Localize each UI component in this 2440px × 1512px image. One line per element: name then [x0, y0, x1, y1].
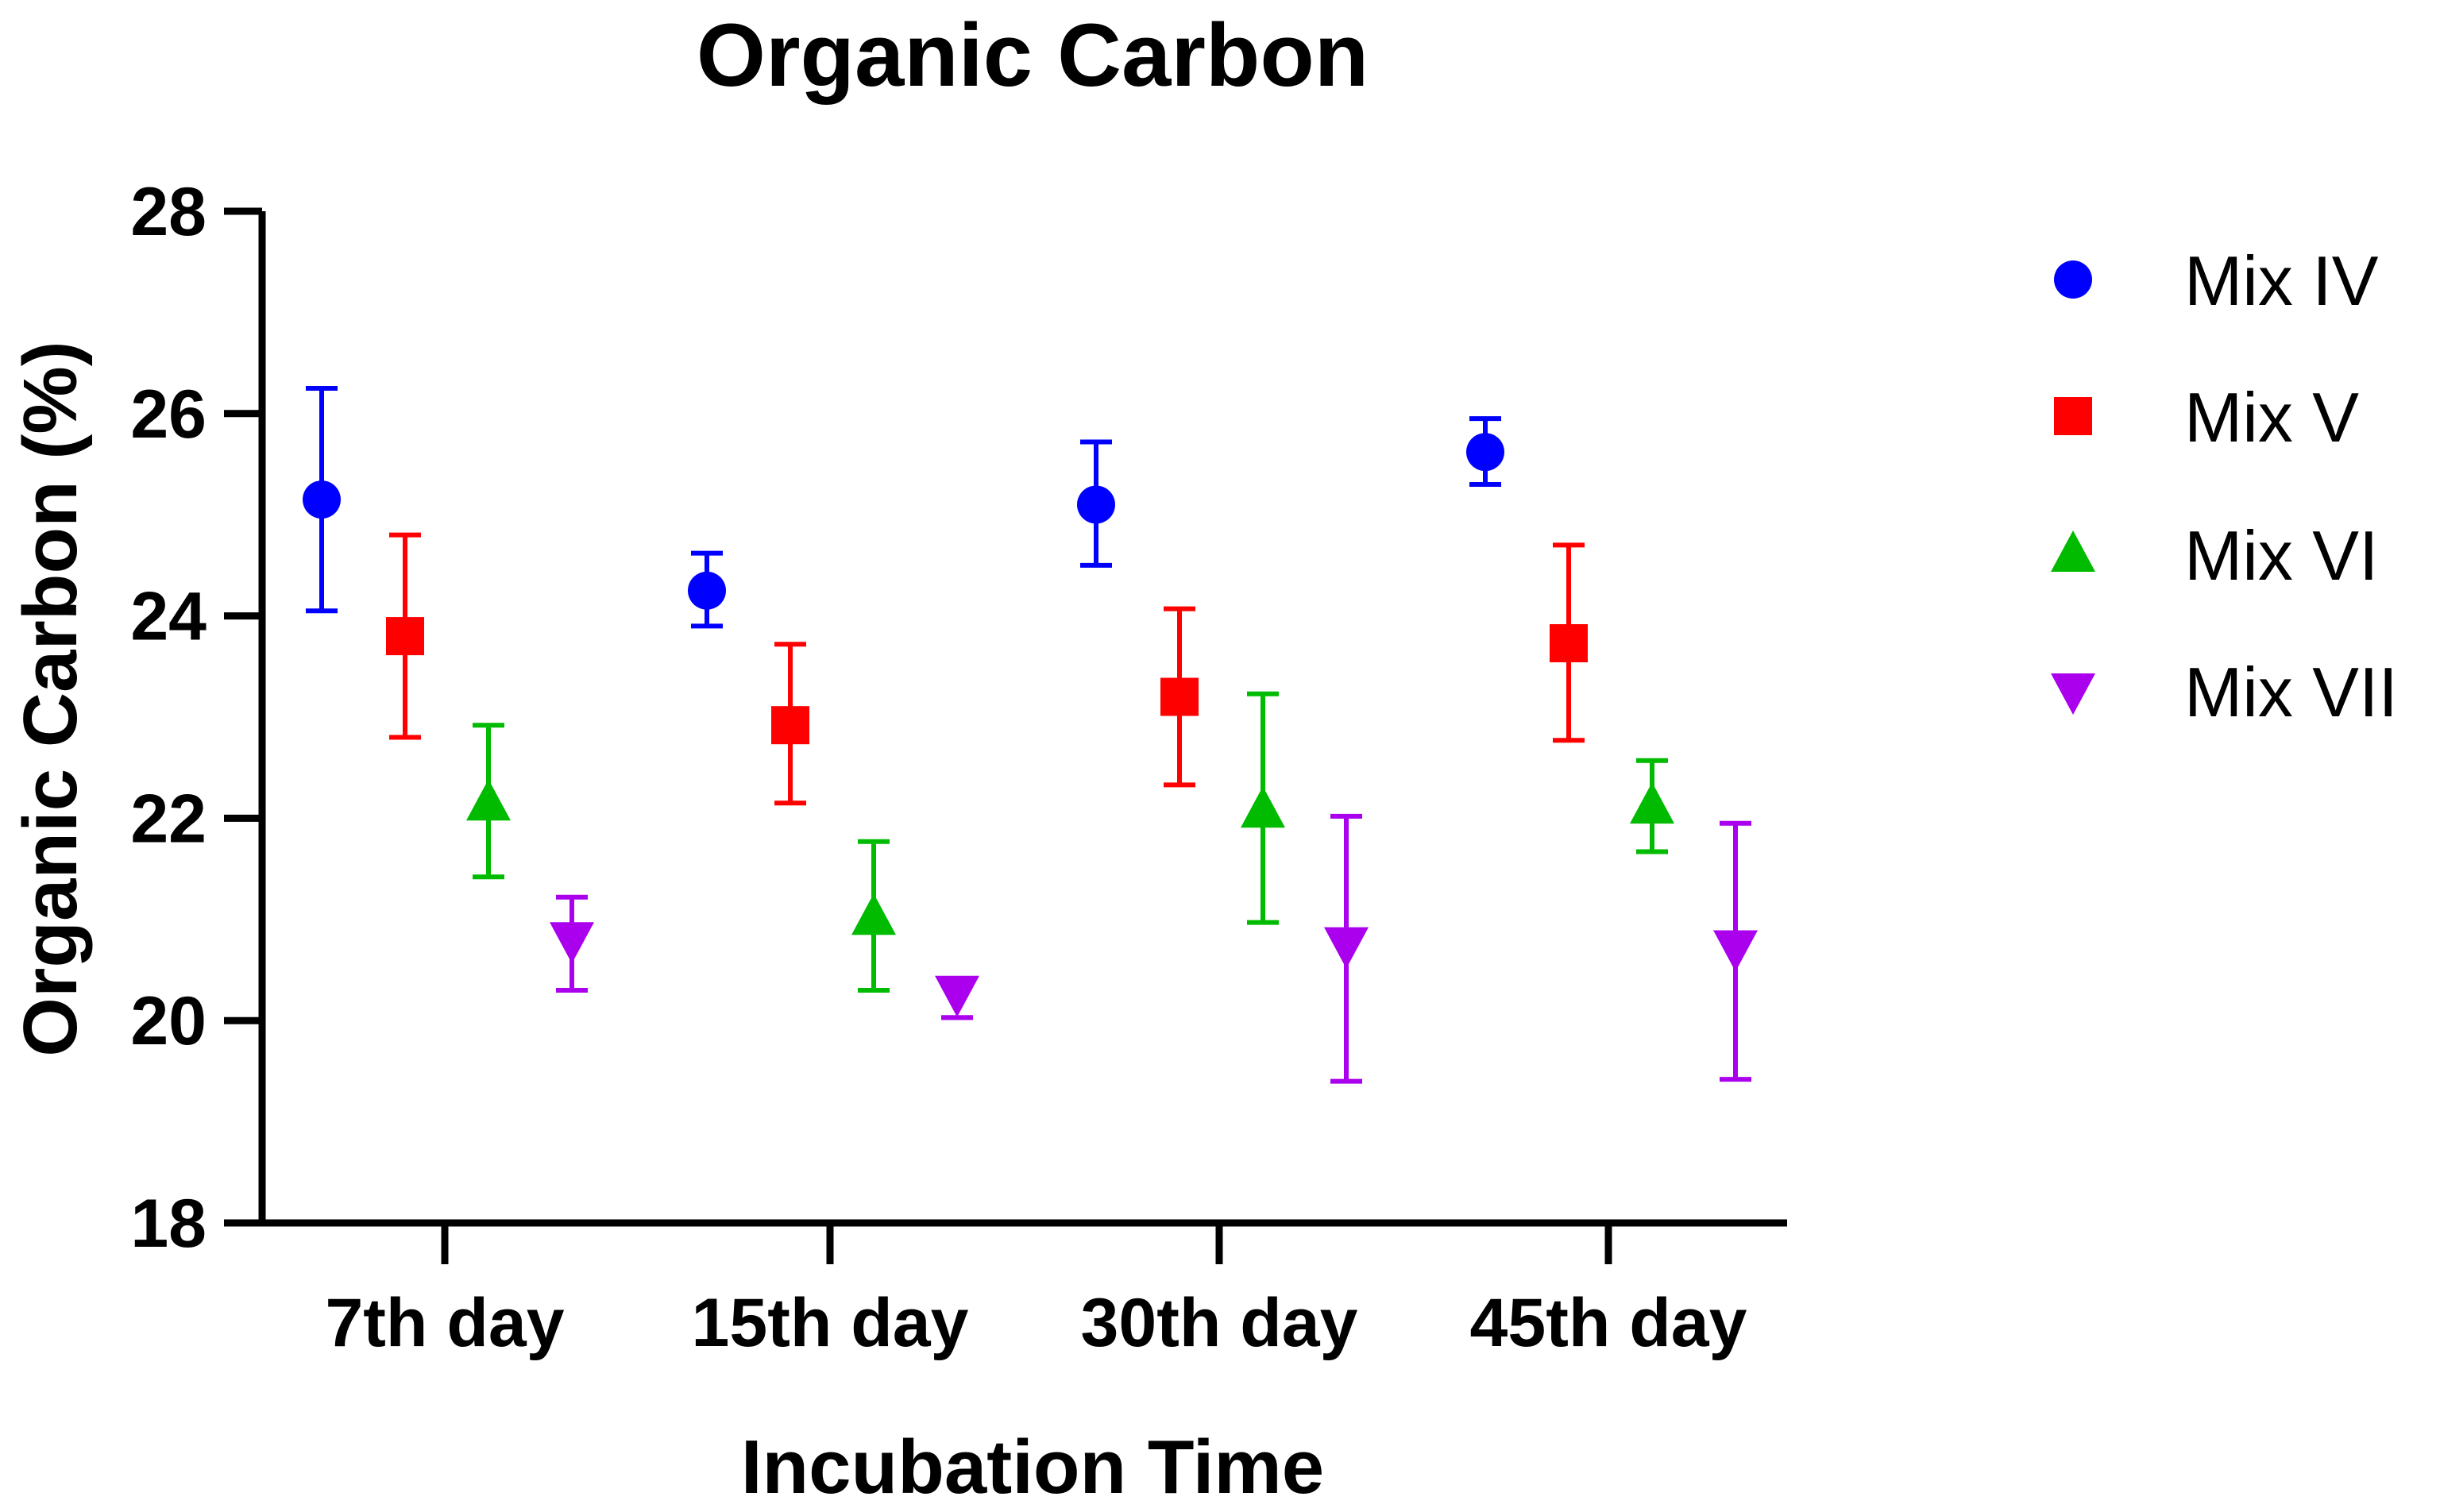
plot-area [303, 385, 1758, 1084]
data-point [466, 779, 511, 821]
series-mix-vi [466, 691, 1674, 993]
y-tick-label: 26 [130, 376, 207, 453]
data-point [1466, 433, 1504, 472]
legend-label: Mix VI [2184, 516, 2378, 595]
x-tick-label: 7th day [325, 1285, 564, 1361]
series-mix-iv [303, 385, 1504, 629]
tick-labels: 18 20 22 24 26 28 7th day 15th day 30th day 45th … [130, 174, 1747, 1361]
data-point [1077, 485, 1115, 524]
data-point [1630, 782, 1674, 824]
data-point [303, 480, 341, 519]
y-axis-title: Organic Carbon (%) [8, 341, 93, 1056]
y-tick-label: 22 [130, 781, 207, 857]
chart-title: Organic Carbon [697, 6, 1369, 105]
x-tick-label: 45th day [1470, 1285, 1747, 1361]
axes [224, 207, 1787, 1264]
legend-label: Mix IV [2184, 241, 2379, 320]
data-point [1324, 927, 1369, 969]
data-point [386, 617, 424, 656]
data-point [550, 922, 594, 964]
y-tick-label: 20 [130, 983, 207, 1059]
legend-label: Mix VII [2184, 653, 2398, 731]
legend: Mix IV Mix V Mix VI Mix VII [2051, 241, 2398, 731]
y-tick-label: 18 [130, 1186, 207, 1262]
data-point [851, 893, 896, 935]
data-point [1241, 786, 1285, 828]
legend-marker [2054, 397, 2092, 435]
y-tick-label: 28 [130, 174, 207, 250]
legend-label: Mix V [2184, 378, 2359, 457]
y-tick-label: 24 [130, 579, 207, 655]
legend-marker [2051, 673, 2095, 715]
data-point [771, 706, 809, 745]
data-point [1160, 677, 1199, 716]
x-tick-label: 15th day [692, 1285, 969, 1361]
x-axis-title: Incubation Time [741, 1425, 1324, 1510]
series-mix-v [386, 532, 1588, 806]
legend-marker [2051, 530, 2095, 572]
x-tick-label: 30th day [1081, 1285, 1358, 1361]
data-point [935, 975, 979, 1017]
data-point [1713, 930, 1758, 972]
data-point [688, 571, 726, 610]
series-mix-vii [550, 813, 1758, 1084]
legend-marker [2054, 260, 2092, 299]
data-point [1550, 623, 1588, 662]
